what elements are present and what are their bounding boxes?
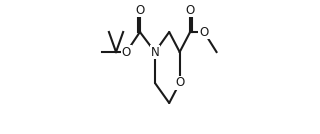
Text: O: O [199,25,209,38]
Text: N: N [151,46,159,59]
Text: O: O [135,3,145,16]
Text: O: O [122,46,131,59]
Text: O: O [186,3,195,16]
Text: O: O [175,77,184,90]
